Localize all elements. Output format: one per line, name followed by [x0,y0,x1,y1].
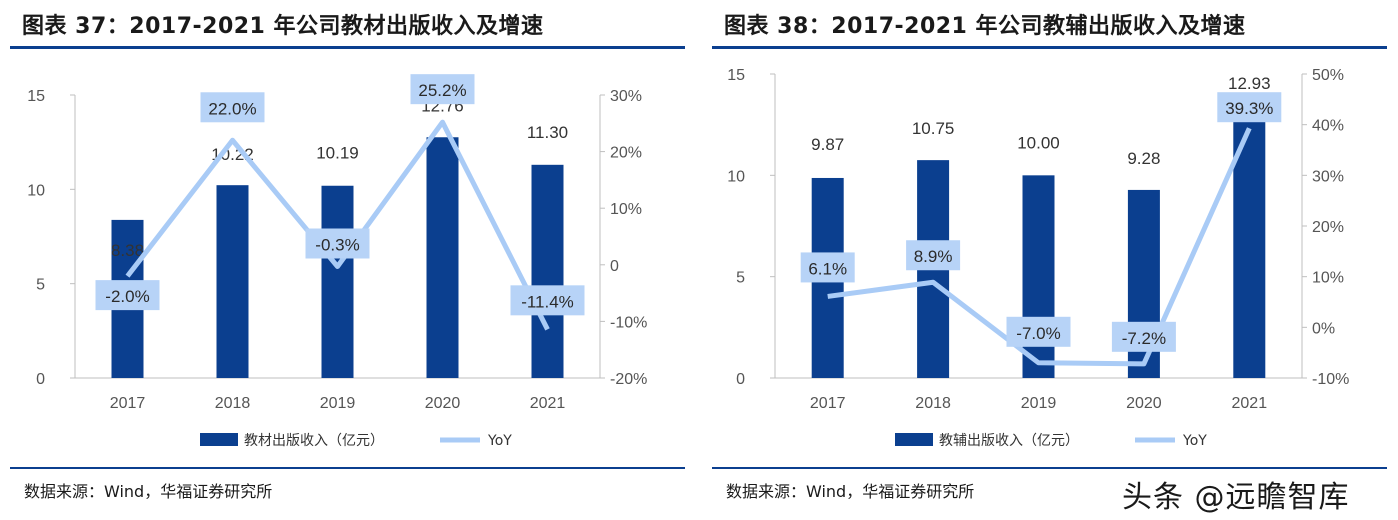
left-tick-label: 10 [27,182,45,199]
left-tick-label: 15 [727,67,745,84]
yoy-label-bg [1111,321,1176,352]
bar-value-label: 9.28 [1127,149,1160,168]
left-tick-label: 5 [36,277,45,294]
chart-panel-supplementary: 图表 38：2017-2021 年公司教辅出版收入及增速 0 5 10 15 -10% 0… [712,0,1387,520]
right-tick-label: -20% [610,371,647,388]
chart-title: 图表 37：2017-2021 年公司教材出版收入及增速 [22,14,544,39]
right-tick-label: 30% [610,88,642,105]
yoy-label-bg [410,74,475,105]
yoy-label-bg [1006,316,1071,347]
legend-label-line: YoY [487,433,512,449]
source-note: 数据来源：Wind，华福证券研究所 [24,482,273,501]
yoy-value-label: -0.3% [315,235,359,254]
chart-title: 图表 38：2017-2021 年公司教辅出版收入及增速 [724,14,1246,39]
watermark: 头条 @远瞻智库 [1122,480,1350,515]
yoy-label-bg [305,228,370,259]
yoy-label-bg [95,280,160,311]
bottom-divider [10,467,685,469]
bar-2018 [216,185,249,378]
yoy-value-label: -11.4% [521,292,574,311]
legend-label-line: YoY [1182,433,1207,449]
right-tick-label: 20% [610,145,642,162]
legend-label-bar: 教材出版收入（亿元） [244,433,384,449]
bar-2021 [1233,115,1266,378]
legend-label-bar: 教辅出版收入（亿元） [939,433,1079,449]
yoy-label-bg [1217,92,1282,123]
chart-panel-textbook: 图表 37：2017-2021 年公司教材出版收入及增速 0 5 10 15 -20% -… [10,0,685,520]
left-tick-label: 0 [736,371,745,388]
yoy-value-label: 25.2% [418,81,466,100]
right-tick-label: 40% [1312,118,1344,135]
x-tick-label: 2020 [425,395,461,412]
right-tick-label: 10% [610,201,642,218]
bar-value-label: 11.30 [527,123,568,142]
yoy-value-label: -7.2% [1122,329,1166,348]
bottom-divider [712,467,1387,469]
right-tick-label: 0 [610,258,619,275]
source-note: 数据来源：Wind，华福证券研究所 [726,482,975,501]
right-tick-label: -10% [610,314,647,331]
title-divider [10,46,685,49]
yoy-value-label: 6.1% [808,259,847,278]
right-tick-label: 50% [1312,67,1344,84]
title-divider [712,46,1387,49]
yoy-label-bg [800,252,855,283]
bar-value-label: 8.38 [111,241,144,260]
yoy-value-label: -7.0% [1016,324,1060,343]
yoy-label-bg [200,92,265,123]
x-tick-label: 2017 [110,395,146,412]
left-tick-label: 15 [27,88,45,105]
bar-2019 [321,185,354,378]
x-tick-label: 2017 [810,395,846,412]
bar-value-label: 10.00 [1017,133,1060,152]
right-tick-label: 20% [1312,219,1344,236]
supplementary-revenue-chart: 0 5 10 15 -10% 0% 10% 20% 30% 40% 50% 9.87 10.75 10.0… [727,67,1349,449]
yoy-line [827,127,1252,367]
yoy-value-label: 22.0% [208,99,256,118]
yoy-line [125,119,550,331]
left-tick-label: 0 [36,371,45,388]
yoy-label-bg [510,285,585,316]
legend-swatch-bar [895,433,933,446]
yoy-label-bg [906,240,961,271]
right-tick-label: -10% [1312,371,1349,388]
bar-value-label: 9.87 [811,135,844,154]
right-tick-label: 10% [1312,270,1344,287]
left-tick-label: 5 [736,270,745,287]
bar-2019 [1022,175,1055,378]
legend-swatch-bar [200,433,238,446]
x-tick-label: 2019 [1021,395,1057,412]
x-tick-label: 2019 [320,395,356,412]
yoy-value-label: 39.3% [1225,99,1273,118]
bar-value-label: 10.19 [316,144,359,163]
yoy-value-label: 8.9% [914,247,953,266]
right-tick-label: 0% [1312,320,1335,337]
x-tick-label: 2021 [530,395,566,412]
bar-value-label: 12.93 [1228,74,1271,93]
x-tick-label: 2018 [915,395,951,412]
yoy-value-label: -2.0% [105,287,149,306]
x-tick-label: 2020 [1126,395,1162,412]
bar-value-label: 10.75 [912,119,955,138]
left-tick-label: 10 [727,168,745,185]
right-tick-label: 30% [1312,168,1344,185]
bar-2021 [531,164,564,378]
x-tick-label: 2018 [215,395,251,412]
bar-2020 [426,137,459,378]
x-tick-label: 2021 [1232,395,1268,412]
